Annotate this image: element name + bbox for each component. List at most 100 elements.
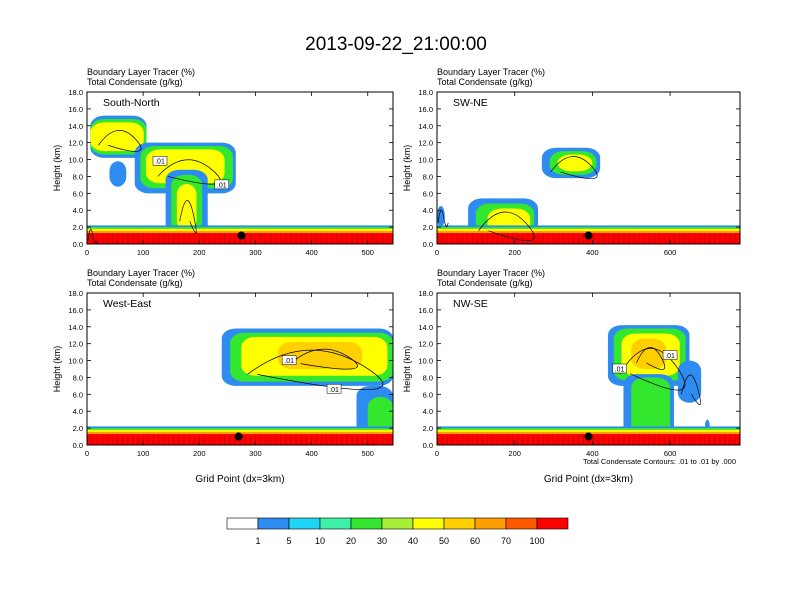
y-tick-label: 0.0 xyxy=(73,441,83,450)
contour-label-box xyxy=(326,384,342,394)
colorbar-swatch xyxy=(350,517,383,530)
x-tick-label: 200 xyxy=(508,248,521,257)
y-tick-label: 14.0 xyxy=(418,122,433,131)
plot-frame xyxy=(436,91,741,245)
tracer-region xyxy=(631,338,667,369)
contour-label-box xyxy=(152,155,168,166)
colorbar-swatch xyxy=(257,517,290,530)
y-tick-label: 8.0 xyxy=(73,373,83,382)
colorbar-label: 30 xyxy=(377,536,387,546)
tracer-region xyxy=(90,122,144,152)
condensate-contour xyxy=(290,348,358,370)
condensate-contour xyxy=(619,348,686,391)
y-tick-label: 0.0 xyxy=(73,240,83,249)
y-axis-label: Height (km) xyxy=(52,145,62,192)
y-tick-label: 12.0 xyxy=(68,139,83,148)
colorbar-swatch xyxy=(381,517,414,530)
y-tick-label: 6.0 xyxy=(73,390,83,399)
y-tick-label: 2.0 xyxy=(423,424,433,433)
x-axis-label: Grid Point (dx=3km) xyxy=(195,474,284,485)
x-tick-label: 100 xyxy=(137,248,150,257)
tracer-region xyxy=(437,206,445,228)
y-tick-label: 12.0 xyxy=(418,340,433,349)
y-axis-label: Height (km) xyxy=(52,346,62,393)
plot-area xyxy=(437,325,740,445)
y-tick-label: 6.0 xyxy=(73,189,83,198)
contour-label-box xyxy=(214,179,230,190)
y-tick-label: 12.0 xyxy=(68,340,83,349)
y-tick-label: 2.0 xyxy=(423,223,433,232)
panel-subtitle-tracer: Boundary Layer Tracer (%) xyxy=(87,268,195,278)
y-tick-label: 14.0 xyxy=(418,323,433,332)
condensate-contour xyxy=(681,374,701,405)
x-tick-label: 200 xyxy=(508,449,521,458)
y-tick-label: 10.0 xyxy=(418,357,433,366)
y-tick-label: 16.0 xyxy=(418,306,433,315)
colorbar-swatch xyxy=(319,517,352,530)
panel-name: South-North xyxy=(103,97,160,109)
y-tick-label: 4.0 xyxy=(73,206,83,215)
colorbar-swatch xyxy=(288,517,321,530)
colorbar-label: 10 xyxy=(315,536,325,546)
x-tick-label: 600 xyxy=(664,248,677,257)
x-tick-label: 200 xyxy=(193,248,206,257)
y-tick-label: 6.0 xyxy=(423,390,433,399)
location-marker xyxy=(584,432,593,441)
panel-name: West-East xyxy=(103,298,151,310)
panel-subtitle-condensate: Total Condensate (g/kg) xyxy=(87,278,183,288)
condensate-contour xyxy=(437,210,449,227)
colorbar-label: 40 xyxy=(408,536,418,546)
x-tick-label: 0 xyxy=(435,449,439,458)
condensate-contour xyxy=(636,347,665,370)
location-marker xyxy=(584,231,593,240)
condensate-contour xyxy=(87,229,99,244)
plot-area xyxy=(437,147,740,244)
y-tick-label: 14.0 xyxy=(68,323,83,332)
tracer-region xyxy=(677,360,702,403)
panel-sw-ne: Boundary Layer Tracer (%)Total Condensat… xyxy=(402,67,741,257)
y-tick-label: 18.0 xyxy=(68,289,83,298)
panel-south-north: Boundary Layer Tracer (%)Total Condensat… xyxy=(52,67,394,257)
colorbar-swatch xyxy=(505,517,538,530)
y-tick-label: 4.0 xyxy=(73,407,83,416)
y-tick-label: 2.0 xyxy=(73,424,83,433)
y-tick-label: 0.0 xyxy=(423,441,433,450)
condensate-contour xyxy=(157,159,221,185)
y-tick-label: 8.0 xyxy=(423,373,433,382)
condensate-contour xyxy=(550,156,598,180)
y-axis-label: Height (km) xyxy=(402,346,412,393)
tracer-region xyxy=(557,154,593,172)
x-tick-label: 500 xyxy=(361,248,374,257)
x-axis-label: Grid Point (dx=3km) xyxy=(544,474,633,485)
x-tick-label: 0 xyxy=(435,248,439,257)
panel-nw-se: Boundary Layer Tracer (%)Total Condensat… xyxy=(402,268,741,485)
location-marker xyxy=(237,231,246,240)
y-tick-label: 18.0 xyxy=(418,289,433,298)
plot-frame xyxy=(436,292,741,446)
y-tick-label: 16.0 xyxy=(68,306,83,315)
y-tick-label: 12.0 xyxy=(418,139,433,148)
colorbar-label: 50 xyxy=(439,536,449,546)
y-tick-label: 10.0 xyxy=(68,357,83,366)
contour-label: .01 xyxy=(217,182,227,189)
colorbar-label: 20 xyxy=(346,536,356,546)
panel-subtitle-condensate: Total Condensate (g/kg) xyxy=(87,77,183,87)
colorbar-swatch xyxy=(474,517,507,530)
x-tick-label: 0 xyxy=(85,248,89,257)
plot-area xyxy=(87,328,393,445)
colorbar-label: 70 xyxy=(501,536,511,546)
colorbar-swatch xyxy=(412,517,445,530)
y-tick-label: 0.0 xyxy=(423,240,433,249)
figure-title: 2013-09-22_21:00:00 xyxy=(305,34,487,55)
condensate-contour xyxy=(478,211,535,241)
contour-label: .01 xyxy=(155,159,165,166)
x-tick-label: 300 xyxy=(249,248,262,257)
tracer-region xyxy=(109,161,127,187)
y-tick-label: 18.0 xyxy=(68,88,83,97)
panel-subtitle-tracer: Boundary Layer Tracer (%) xyxy=(437,67,545,77)
colorbar-swatch xyxy=(443,517,476,530)
condensate-contour xyxy=(179,200,197,234)
y-tick-label: 14.0 xyxy=(68,122,83,131)
plot-area xyxy=(87,115,393,244)
